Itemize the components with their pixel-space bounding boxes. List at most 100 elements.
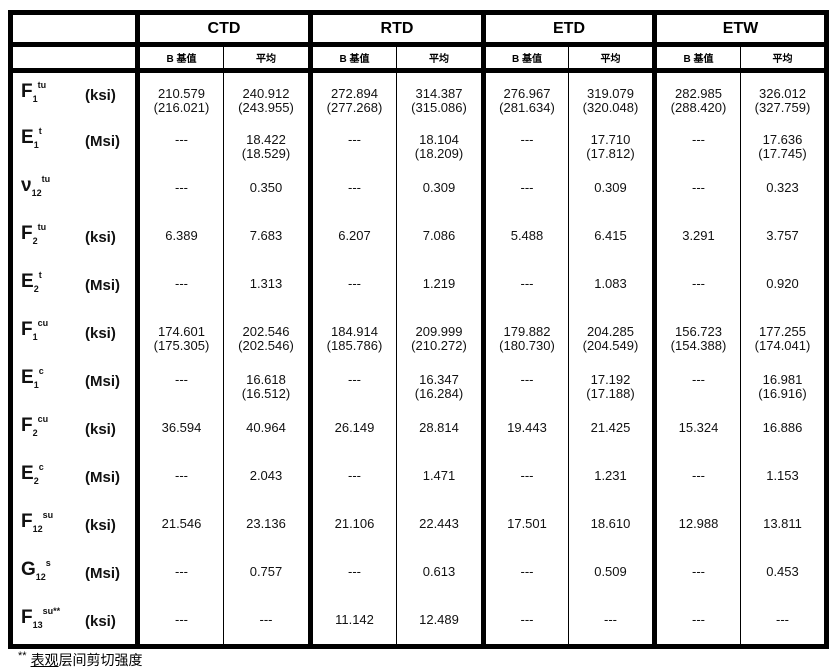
value-cell: 3.757	[740, 214, 827, 263]
value-cell: 16.981 (16.916)	[740, 358, 827, 407]
value-cell: 6.415	[568, 214, 655, 263]
value-cell: 314.387 (315.086)	[396, 70, 484, 119]
value-cell: 5.488	[481, 214, 569, 263]
corner-cell	[10, 12, 138, 47]
value-cell: 1.471	[396, 454, 484, 503]
table-row: F1 tu (ksi) 210.579 (216.021) 240.912 (243.9…	[11, 70, 827, 119]
value-cell: ---	[481, 166, 569, 215]
table-row: F2tu (ksi) 6.389 7.683 6.207 7.086 5.488 6.415 3…	[11, 214, 827, 263]
property-label: F2 tu (ksi)	[11, 215, 138, 263]
property-subscript: 1	[33, 379, 39, 390]
property-symbol: F	[21, 510, 33, 532]
value-cell: 18.422 (18.529)	[223, 118, 311, 167]
value-cell: ---	[135, 166, 224, 215]
value-cell: 326.012 (327.759)	[740, 70, 827, 119]
value-cell: ---	[481, 454, 569, 503]
property-symbol: ν	[21, 174, 32, 196]
value-cell: 21.106	[308, 502, 397, 551]
value-cell: 1.231	[568, 454, 655, 503]
value-cell: 202.546 (202.546)	[223, 310, 311, 359]
sub-header-b-basis: B 基值	[481, 44, 569, 73]
value-cell: 0.453	[740, 550, 827, 599]
property-superscript: cu	[37, 413, 49, 424]
property-symbol: G	[21, 558, 36, 580]
value-cell: 7.683	[223, 214, 311, 263]
value-cell: 3.291	[652, 214, 741, 263]
property-label: E2 c (Msi)	[11, 455, 138, 503]
value-cell: ---	[308, 454, 397, 503]
sub-header-b-basis: B 基值	[135, 44, 224, 73]
value-cell: 0.757	[223, 550, 311, 599]
value-cell: ---	[481, 262, 569, 311]
property-symbol: F	[21, 414, 33, 436]
sub-header-b-basis: B 基值	[652, 44, 741, 73]
value-cell: 1.083	[568, 262, 655, 311]
group-header-ctd: CTD	[135, 12, 311, 47]
property-unit: (Msi)	[85, 372, 120, 390]
property-subscript: 1	[33, 139, 39, 150]
property-label: F13 su** (ksi)	[11, 599, 138, 647]
value-cell: 18.610	[568, 502, 655, 551]
table-row: G12s (Msi) --- 0.757 --- 0.613 --- 0.509 --- 0.45…	[11, 550, 827, 599]
value-cell: 28.814	[396, 406, 484, 455]
property-subscript: 1	[32, 331, 38, 342]
value-cell: 204.285 (204.549)	[568, 310, 655, 359]
value-cell: 1.313	[223, 262, 311, 311]
property-unit: (ksi)	[85, 324, 116, 342]
property-subscript: 2	[33, 475, 39, 486]
value-cell: 13.811	[740, 502, 827, 551]
value-cell: ---	[135, 118, 224, 167]
footnote-text: 层间剪切强度	[58, 652, 143, 668]
property-unit: (Msi)	[85, 468, 120, 486]
property-unit: (ksi)	[85, 87, 116, 104]
property-symbol: E	[21, 366, 34, 388]
value-cell: 15.324	[652, 406, 741, 455]
property-label: F12 su (ksi)	[11, 503, 138, 551]
value-cell: 0.509	[568, 550, 655, 599]
sub-header-b-basis: B 基值	[308, 44, 397, 73]
value-cell: 22.443	[396, 502, 484, 551]
property-subscript: 12	[31, 187, 42, 198]
value-cell: ---	[652, 598, 741, 647]
property-superscript: t	[38, 125, 42, 136]
value-cell: 11.142	[308, 598, 397, 647]
value-cell: 1.153	[740, 454, 827, 503]
value-cell: 1.219	[396, 262, 484, 311]
property-superscript: c	[38, 365, 44, 376]
value-cell: 174.601 (175.305)	[135, 310, 224, 359]
value-cell: ---	[652, 166, 741, 215]
value-cell: 0.350	[223, 166, 311, 215]
property-symbol: E	[21, 126, 34, 148]
value-cell: 319.079 (320.048)	[568, 70, 655, 119]
property-subscript: 13	[32, 619, 43, 630]
value-cell: 17.710 (17.812)	[568, 118, 655, 167]
property-label: E1 t (Msi)	[11, 119, 138, 167]
value-cell: 179.882 (180.730)	[481, 310, 569, 359]
property-unit: (ksi)	[85, 612, 116, 630]
footnote-marker: **	[18, 650, 27, 662]
value-cell: 210.579 (216.021)	[135, 70, 224, 119]
value-cell: 21.546	[135, 502, 224, 551]
corner-cell	[10, 44, 138, 73]
group-header-etw: ETW	[652, 12, 827, 47]
sub-header-mean: 平均	[740, 44, 827, 73]
property-unit: (Msi)	[85, 132, 120, 150]
value-cell: ---	[135, 454, 224, 503]
value-cell: ---	[652, 454, 741, 503]
value-cell: ---	[481, 358, 569, 407]
table-row: F2 cu (ksi) 36.594 40.964 26.149 28.814 19.443 2…	[11, 406, 827, 455]
property-superscript: su**	[42, 605, 61, 616]
value-cell: 240.912 (243.955)	[223, 70, 311, 119]
value-cell: 184.914 (185.786)	[308, 310, 397, 359]
property-subscript: 2	[33, 283, 39, 294]
value-cell: ---	[308, 550, 397, 599]
value-cell: 282.985 (288.420)	[652, 70, 741, 119]
property-symbol: F	[21, 81, 33, 102]
group-header-row: CTD RTD ETD ETW	[10, 12, 827, 47]
value-cell: 12.988	[652, 502, 741, 551]
table-row: E2c (Msi) --- 2.043 --- 1.471 --- 1.231 --- 1.153	[11, 454, 827, 503]
value-cell: ---	[135, 550, 224, 599]
group-header-rtd: RTD	[308, 12, 484, 47]
value-cell: 23.136	[223, 502, 311, 551]
property-subscript: 12	[35, 571, 46, 582]
